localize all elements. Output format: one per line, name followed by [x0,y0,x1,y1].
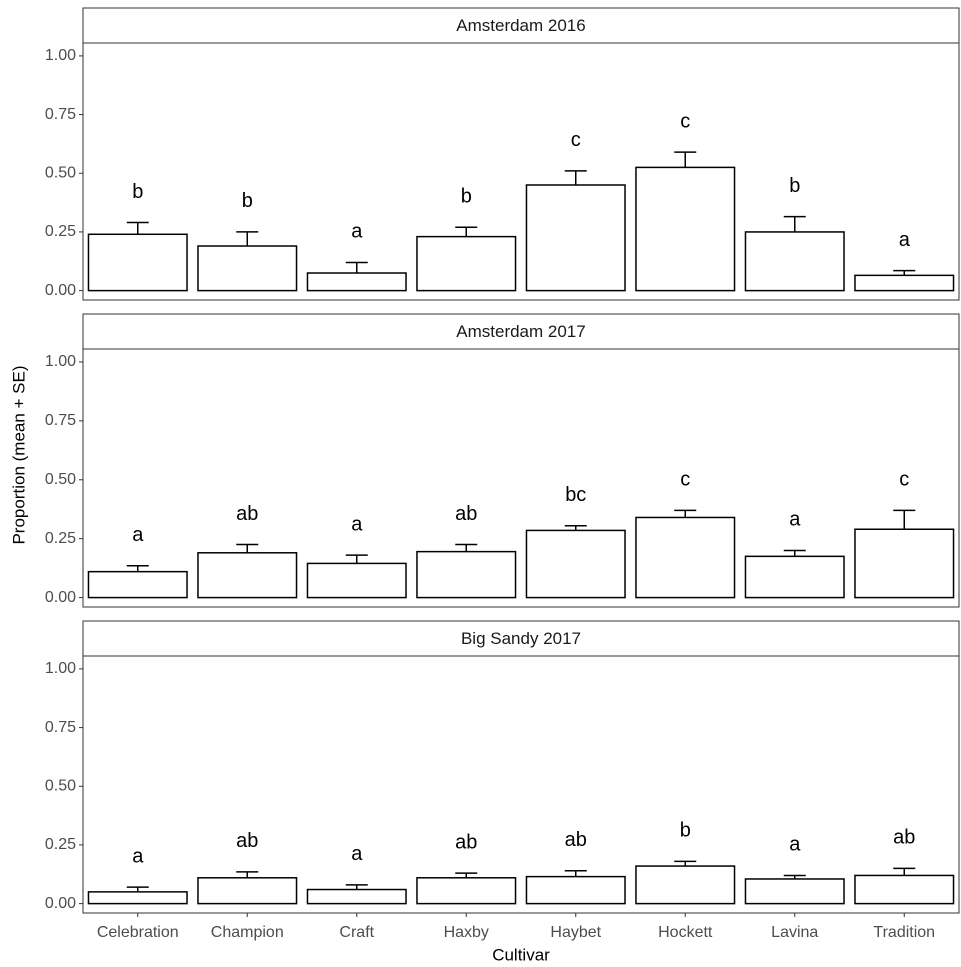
bar [416,550,517,599]
group-letter: b [680,820,691,842]
group-letter: b [789,175,800,197]
y-tick-label: 0.75 [45,412,76,429]
group-letter: ab [565,829,587,851]
group-letter: b [461,186,472,208]
group-letter: a [789,509,801,531]
group-letter: b [132,181,143,203]
group-letter: a [132,524,144,546]
bar [416,877,517,905]
strip [82,620,960,657]
y-tick-label: 0.00 [45,895,76,912]
bar [306,888,407,905]
y-tick-label: 0.25 [45,836,76,853]
group-letter: a [351,221,363,243]
bar [416,235,517,292]
panel-frame [82,655,960,914]
y-axis-label: Proportion (mean + SE) [9,365,28,544]
y-tick-label: 0.50 [45,777,76,794]
bar [525,184,626,292]
bar [87,570,188,599]
y-tick-label: 1.00 [45,47,76,64]
bar [635,865,736,905]
group-letter: ab [893,827,915,849]
x-tick-label: Champion [211,924,284,941]
y-tick-label: 0.75 [45,719,76,736]
bar [197,552,298,599]
group-letter: c [680,110,690,132]
y-tick-label: 0.75 [45,106,76,123]
group-letter: a [789,834,801,856]
strip [82,7,960,44]
bar [635,516,736,599]
panel-title: Amsterdam 2016 [456,16,585,35]
x-axis-label: Cultivar [492,945,550,964]
x-tick-label: Haxby [444,924,489,941]
bar [197,245,298,292]
group-letter: a [899,229,911,251]
x-tick-label: Tradition [873,924,935,941]
y-tick-label: 1.00 [45,660,76,677]
bar [525,529,626,599]
y-tick-label: 0.25 [45,530,76,547]
y-tick-label: 0.00 [45,282,76,299]
group-letter: c [899,469,909,491]
group-letter: b [242,190,253,212]
group-letter: c [680,469,690,491]
bar [87,891,188,905]
group-letter: bc [565,484,586,506]
group-letter: a [351,843,363,865]
panel-title: Amsterdam 2017 [456,322,585,341]
bar [854,874,955,905]
panel-frame [82,348,960,608]
group-letter: ab [455,503,477,525]
group-letter: ab [236,503,258,525]
strip [82,313,960,350]
group-letter: c [571,129,581,151]
bar [87,233,188,292]
group-letter: ab [455,831,477,853]
bar [744,231,845,292]
bar [197,877,298,905]
x-tick-label: Craft [339,924,374,941]
y-tick-label: 0.25 [45,223,76,240]
x-tick-label: Hockett [658,924,713,941]
bar [854,528,955,599]
bar [306,562,407,599]
group-letter: ab [236,830,258,852]
bar [525,875,626,905]
group-letter: a [132,845,144,867]
x-tick-label: Celebration [97,924,179,941]
x-tick-label: Lavina [771,924,818,941]
y-tick-label: 0.50 [45,164,76,181]
bar [854,274,955,292]
bar [744,555,845,599]
y-tick-label: 0.00 [45,589,76,606]
bar [635,166,736,292]
bar [306,272,407,292]
y-tick-label: 1.00 [45,353,76,370]
x-tick-label: Haybet [550,924,601,941]
y-tick-label: 0.50 [45,471,76,488]
panel-frame [82,42,960,301]
bar [744,878,845,905]
panel-title: Big Sandy 2017 [461,629,581,648]
group-letter: a [351,513,363,535]
